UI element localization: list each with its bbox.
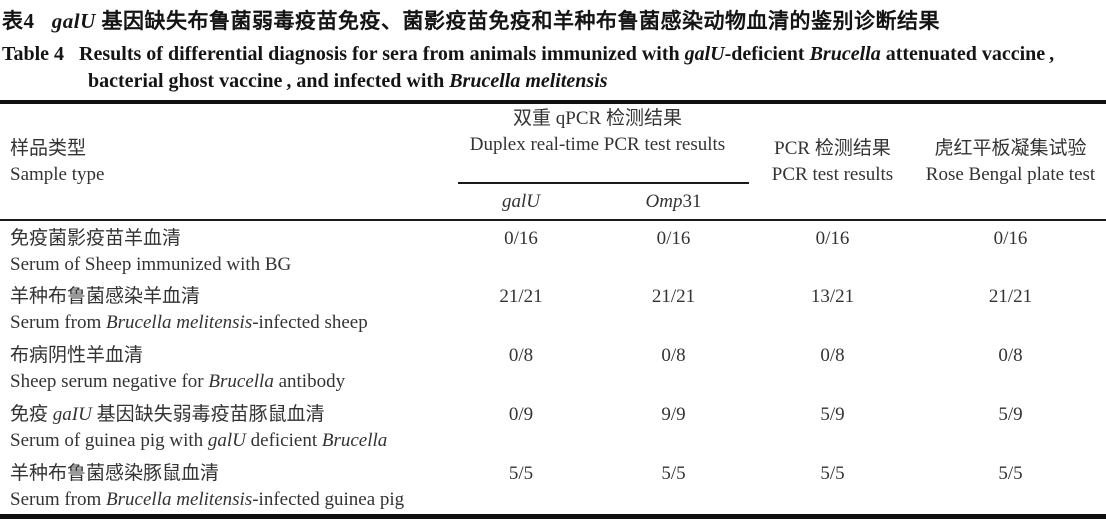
sample-type-zh: 免疫菌影疫苗羊血清 (10, 228, 182, 249)
header-sample-type-en: Sample type (10, 163, 105, 185)
sample-type-zh: 羊种布鲁菌感染羊血清 (10, 286, 201, 307)
header-rose-bengal: 虎红平板凝集试验 Rose Bengal plate test (915, 102, 1106, 221)
header-rose-bengal-en: Rose Bengal plate test (925, 163, 1096, 185)
sample-type-en: Serum from Brucella melitensis-infected … (10, 312, 368, 333)
header-omp31-subcolumn: Omp31 (597, 184, 750, 221)
table-caption-en-line2: bacterial ghost vaccine , and infected w… (88, 70, 608, 92)
value-cell-omp31: 21/21 (651, 286, 696, 307)
sample-type-cell: 免疫 gaIU 基因缺失弱毒疫苗豚鼠血清 Serum of guinea pig… (0, 397, 445, 456)
value-cell-pcr: 0/8 (820, 345, 845, 366)
value-cell-pcr: 5/9 (820, 404, 845, 425)
value-cell-omp31: 9/9 (661, 404, 686, 425)
sample-type-cell: 布病阴性羊血清 Sheep serum negative for Brucell… (0, 338, 445, 397)
table-row: 布病阴性羊血清 Sheep serum negative for Brucell… (0, 338, 1106, 397)
header-duplex-qpcr-zh: 双重 qPCR 检测结果 (513, 108, 682, 129)
table-caption-en-line1: Table 4 Results of differential diagnosi… (2, 43, 1055, 65)
table-caption: 表4 galU 基因缺失布鲁菌弱毒疫苗免疫、菌影疫苗免疫和羊种布鲁菌感染动物血清… (0, 0, 1106, 95)
header-rose-bengal-zh: 虎红平板凝集试验 (934, 137, 1087, 159)
header-sample-type: 样品类型 Sample type (0, 102, 445, 221)
value-cell-galu: 0/9 (508, 404, 534, 425)
value-cell-pcr: 13/21 (810, 286, 855, 307)
header-pcr: PCR 检测结果 PCR test results (750, 102, 915, 221)
sample-type-zh: 布病阴性羊血清 (10, 345, 144, 366)
sample-type-en: Serum of Sheep immunized with BG (10, 254, 292, 275)
header-pcr-zh: PCR 检测结果 (774, 137, 891, 159)
value-cell-pcr: 0/16 (815, 228, 850, 249)
table-row: 免疫菌影疫苗羊血清 Serum of Sheep immunized with … (0, 220, 1106, 279)
results-table: 样品类型 Sample type 双重 qPCR 检测结果 Duplex rea… (0, 100, 1106, 519)
sample-type-en: Serum from Brucella melitensis-infected … (10, 489, 405, 510)
value-cell-omp31: 0/8 (661, 345, 686, 366)
value-cell-omp31: 0/16 (656, 228, 691, 249)
sample-type-en: Serum of guinea pig with galU deficient … (10, 430, 388, 451)
header-galu-subcolumn: galU (445, 184, 597, 221)
sample-type-zh: 免疫 gaIU 基因缺失弱毒疫苗豚鼠血清 (10, 404, 325, 425)
header-sample-type-zh: 样品类型 (10, 137, 87, 159)
value-cell-galu: 0/8 (508, 345, 534, 366)
value-cell-rbt: 0/8 (998, 345, 1023, 366)
value-cell-galu: 0/16 (504, 228, 538, 249)
sample-type-cell: 羊种布鲁菌感染羊血清 Serum from Brucella melitensi… (0, 279, 445, 338)
table-caption-zh: 表4 galU 基因缺失布鲁菌弱毒疫苗免疫、菌影疫苗免疫和羊种布鲁菌感染动物血清… (2, 9, 940, 33)
sample-type-cell: 羊种布鲁菌感染豚鼠血清 Serum from Brucella melitens… (0, 456, 445, 517)
value-cell-omp31: 5/5 (661, 463, 686, 484)
header-duplex-qpcr-group: 双重 qPCR 检测结果 Duplex real-time PCR test r… (445, 102, 750, 184)
value-cell-rbt: 0/16 (993, 228, 1028, 249)
value-cell-rbt: 5/9 (998, 404, 1023, 425)
value-cell-rbt: 5/5 (998, 463, 1023, 484)
sample-type-cell: 免疫菌影疫苗羊血清 Serum of Sheep immunized with … (0, 220, 445, 279)
table-row: 羊种布鲁菌感染羊血清 Serum from Brucella melitensi… (0, 279, 1106, 338)
table-row: 免疫 gaIU 基因缺失弱毒疫苗豚鼠血清 Serum of guinea pig… (0, 397, 1106, 456)
table-row: 羊种布鲁菌感染豚鼠血清 Serum from Brucella melitens… (0, 456, 1106, 517)
sample-type-en: Sheep serum negative for Brucella antibo… (10, 371, 346, 392)
value-cell-galu: 21/21 (499, 286, 543, 307)
value-cell-galu: 5/5 (508, 463, 534, 484)
sample-type-zh: 羊种布鲁菌感染豚鼠血清 (10, 463, 220, 484)
header-pcr-en: PCR test results (771, 163, 894, 185)
header-duplex-qpcr-en: Duplex real-time PCR test results (469, 134, 726, 155)
value-cell-rbt: 21/21 (988, 286, 1033, 307)
value-cell-pcr: 5/5 (820, 463, 845, 484)
